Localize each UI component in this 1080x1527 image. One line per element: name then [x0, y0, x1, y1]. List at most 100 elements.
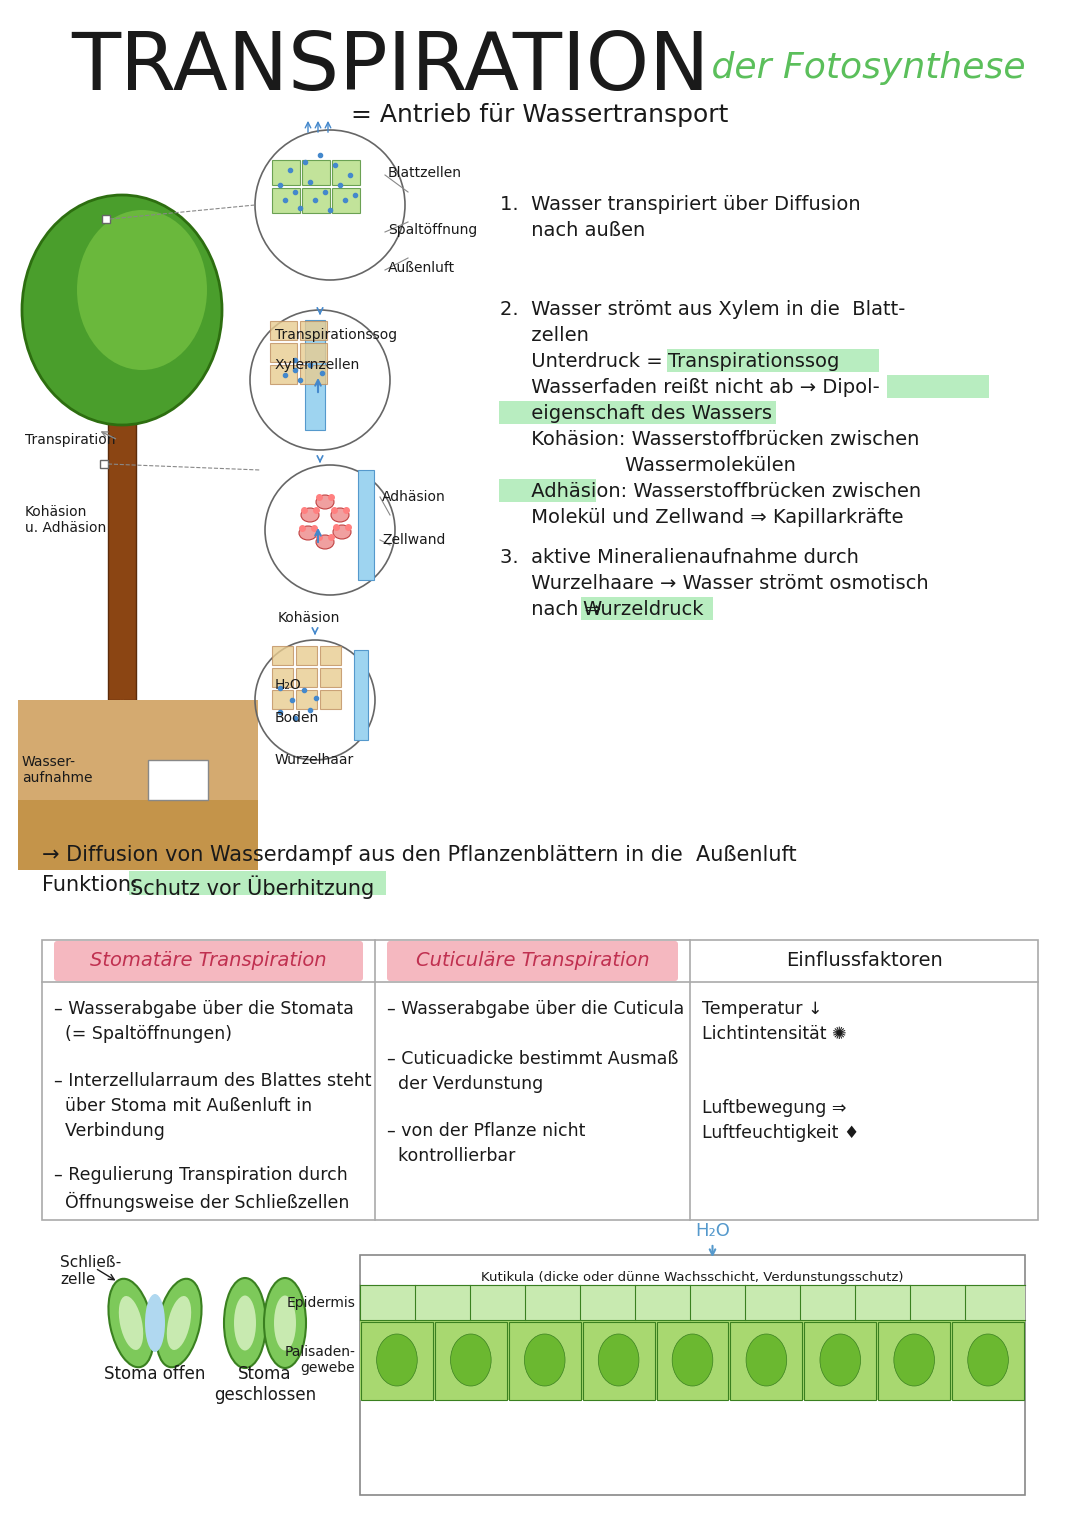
Text: Stoma offen: Stoma offen	[105, 1365, 205, 1383]
Text: H₂O: H₂O	[696, 1222, 730, 1240]
Bar	[805, 1322, 876, 1400]
Text: Transpirationssog: Transpirationssog	[275, 328, 397, 342]
Bar	[509, 1322, 581, 1400]
Text: – von der Pflanze nicht
  kontrollierbar: – von der Pflanze nicht kontrollierbar	[387, 1122, 585, 1165]
Text: Epidermis: Epidermis	[286, 1295, 355, 1310]
Text: Wurzelhaare → Wasser strömt osmotisch: Wurzelhaare → Wasser strömt osmotisch	[500, 574, 929, 592]
Text: Molekül und Zellwand ⇒ Kapillarkräfte: Molekül und Zellwand ⇒ Kapillarkräfte	[500, 508, 904, 527]
Text: Xylernzellen: Xylernzellen	[275, 357, 361, 373]
Text: Schließ-
zelle: Schließ- zelle	[60, 1255, 121, 1287]
Text: – Regulierung Transpiration durch
  Öffnungsweise der Schließzellen: – Regulierung Transpiration durch Öffnun…	[54, 1167, 349, 1212]
Ellipse shape	[301, 508, 319, 522]
Bar	[435, 1322, 507, 1400]
Bar	[108, 330, 136, 699]
FancyBboxPatch shape	[129, 870, 386, 895]
Bar	[360, 1286, 1025, 1319]
Bar	[360, 1319, 1025, 1400]
Bar	[357, 470, 374, 580]
Text: Zellwand: Zellwand	[382, 533, 445, 547]
Text: Unterdruck =: Unterdruck =	[500, 353, 669, 371]
Text: zellen: zellen	[500, 325, 589, 345]
Bar	[270, 365, 297, 383]
Text: Transpirationssog: Transpirationssog	[669, 353, 839, 371]
Text: = Antrieb für Wassertransport: = Antrieb für Wassertransport	[351, 102, 729, 127]
Bar	[18, 800, 258, 870]
Text: Kutikula (dicke oder dünne Wachsschicht, Verdunstungsschutz): Kutikula (dicke oder dünne Wachsschicht,…	[482, 1270, 904, 1284]
Text: Wurzelhaar: Wurzelhaar	[275, 753, 354, 767]
FancyBboxPatch shape	[54, 941, 363, 980]
Ellipse shape	[820, 1335, 861, 1387]
Text: Transpiration: Transpiration	[25, 434, 116, 447]
Text: 2.  Wasser strömt aus Xylem in die  Blatt-: 2. Wasser strömt aus Xylem in die Blatt-	[500, 299, 905, 319]
Ellipse shape	[450, 1335, 491, 1387]
Bar	[300, 344, 327, 362]
Text: → Diffusion von Wasserdampf aus den Pflanzenblättern in die  Außenluft: → Diffusion von Wasserdampf aus den Pfla…	[42, 844, 797, 864]
Text: Adhäsion: Wasserstoffbrücken zwischen: Adhäsion: Wasserstoffbrücken zwischen	[500, 483, 921, 501]
Bar	[272, 646, 293, 664]
Ellipse shape	[234, 1295, 256, 1350]
Text: Funktion:: Funktion:	[42, 875, 145, 895]
Bar	[270, 321, 297, 341]
Text: Boden: Boden	[275, 712, 320, 725]
Bar	[300, 321, 327, 341]
Text: Palisaden-
gewebe: Palisaden- gewebe	[284, 1345, 355, 1376]
FancyBboxPatch shape	[887, 376, 989, 399]
Ellipse shape	[525, 1335, 565, 1387]
Bar	[100, 460, 108, 467]
FancyBboxPatch shape	[387, 941, 678, 980]
Bar	[320, 667, 341, 687]
Bar	[272, 690, 293, 709]
Text: nach außen: nach außen	[500, 221, 645, 240]
Ellipse shape	[108, 1278, 153, 1367]
Bar	[18, 699, 258, 800]
FancyBboxPatch shape	[499, 402, 777, 425]
Bar	[332, 188, 360, 212]
Ellipse shape	[316, 495, 334, 508]
Text: Wasser-
aufnahme: Wasser- aufnahme	[22, 754, 93, 785]
Text: – Wasserabgabe über die Stomata
  (= Spaltöffnungen): – Wasserabgabe über die Stomata (= Spalt…	[54, 1000, 354, 1043]
Ellipse shape	[333, 525, 351, 539]
Bar	[953, 1322, 1024, 1400]
Ellipse shape	[330, 508, 349, 522]
Ellipse shape	[746, 1335, 786, 1387]
Text: Wurzeldruck: Wurzeldruck	[582, 600, 703, 618]
Text: – Cuticuadicke bestimmt Ausmaß
  der Verdunstung: – Cuticuadicke bestimmt Ausmaß der Verdu…	[387, 1051, 678, 1093]
Text: 1.  Wasser transpiriert über Diffusion: 1. Wasser transpiriert über Diffusion	[500, 195, 861, 214]
Ellipse shape	[264, 1278, 306, 1368]
Text: Einflussfaktoren: Einflussfaktoren	[785, 951, 943, 971]
Ellipse shape	[672, 1335, 713, 1387]
Bar	[332, 160, 360, 185]
Bar	[320, 646, 341, 664]
Ellipse shape	[224, 1278, 266, 1368]
Bar	[878, 1322, 950, 1400]
Text: 3.  aktive Mineralienaufnahme durch: 3. aktive Mineralienaufnahme durch	[500, 548, 859, 567]
Bar	[272, 667, 293, 687]
Bar	[583, 1322, 654, 1400]
Text: Stomatäre Transpiration: Stomatäre Transpiration	[91, 951, 327, 971]
Bar	[302, 188, 330, 212]
Bar	[272, 160, 300, 185]
Text: Kohäsion
u. Adhäsion: Kohäsion u. Adhäsion	[25, 505, 106, 534]
Ellipse shape	[157, 1278, 202, 1367]
Bar	[296, 667, 318, 687]
Bar	[657, 1322, 728, 1400]
Text: Adhäsion: Adhäsion	[382, 490, 446, 504]
Bar	[300, 365, 327, 383]
Text: der Fotosynthese: der Fotosynthese	[700, 50, 1026, 86]
Bar	[360, 1255, 1025, 1495]
Bar	[730, 1322, 802, 1400]
Bar	[272, 188, 300, 212]
Ellipse shape	[77, 211, 207, 370]
Bar	[305, 321, 325, 431]
Ellipse shape	[598, 1335, 639, 1387]
Text: – Wasserabgabe über die Cuticula: – Wasserabgabe über die Cuticula	[387, 1000, 685, 1019]
Text: H₂O: H₂O	[275, 678, 301, 692]
FancyBboxPatch shape	[581, 597, 713, 620]
Text: Temperatur ↓
Lichtintensität ✺: Temperatur ↓ Lichtintensität ✺	[702, 1000, 847, 1043]
Bar	[296, 646, 318, 664]
Ellipse shape	[299, 525, 318, 541]
Bar	[148, 760, 208, 800]
Ellipse shape	[968, 1335, 1009, 1387]
Text: eigenschaft des Wassers: eigenschaft des Wassers	[500, 405, 772, 423]
Bar	[270, 344, 297, 362]
